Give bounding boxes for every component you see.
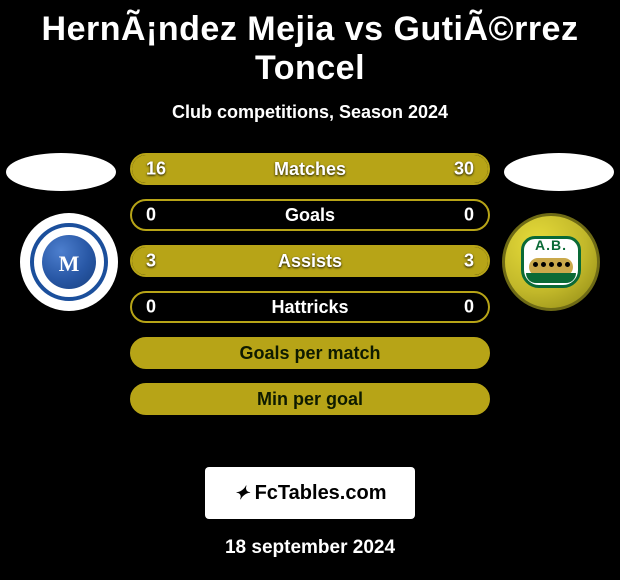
stat-value-left: 0 — [146, 297, 156, 318]
crest-initial: M — [59, 251, 80, 277]
right-ellipse — [504, 153, 614, 191]
stat-label: Matches — [274, 159, 346, 180]
stat-row: 3 3 Assists — [130, 245, 490, 277]
stat-value-right: 30 — [454, 159, 474, 180]
stat-value-left: 16 — [146, 159, 166, 180]
brand-text: FcTables.com — [255, 482, 387, 505]
stat-value-right: 0 — [464, 205, 474, 226]
footer-date: 18 september 2024 — [0, 537, 620, 559]
crest-shield: A.B. — [521, 236, 581, 288]
stat-label: Goals per match — [239, 343, 380, 364]
stat-row: Goals per match — [130, 337, 490, 369]
crest-initial: A.B. — [535, 237, 567, 253]
brand-icon: ✦ — [232, 483, 251, 504]
stat-row: 16 30 Matches — [130, 153, 490, 185]
stat-value-right: 0 — [464, 297, 474, 318]
comparison-stage: M A.B. 16 30 Matches 0 0 Goals 3 3 Assists 0 0 Hatt… — [0, 153, 620, 453]
left-club-badge: M — [20, 213, 118, 311]
brand-box[interactable]: ✦ FcTables.com — [205, 467, 415, 519]
left-ellipse — [6, 153, 116, 191]
crest-ball: M — [42, 235, 96, 289]
stat-value-left: 0 — [146, 205, 156, 226]
stat-label: Min per goal — [257, 389, 363, 410]
crest-grass — [526, 273, 576, 283]
stat-value-left: 3 — [146, 251, 156, 272]
stat-label: Hattricks — [271, 297, 348, 318]
stat-row: 0 0 Goals — [130, 199, 490, 231]
stat-label: Goals — [285, 205, 335, 226]
stat-row: 0 0 Hattricks — [130, 291, 490, 323]
right-club-badge: A.B. — [502, 213, 600, 311]
page-title: HernÃ¡ndez Mejia vs GutiÃ©rrez Toncel — [0, 0, 620, 88]
crest-ring: M — [30, 223, 108, 301]
stat-label: Assists — [278, 251, 342, 272]
stat-rows: 16 30 Matches 0 0 Goals 3 3 Assists 0 0 Hattricks Go… — [130, 153, 490, 415]
stat-value-right: 3 — [464, 251, 474, 272]
stat-row: Min per goal — [130, 383, 490, 415]
page-subtitle: Club competitions, Season 2024 — [0, 102, 620, 123]
